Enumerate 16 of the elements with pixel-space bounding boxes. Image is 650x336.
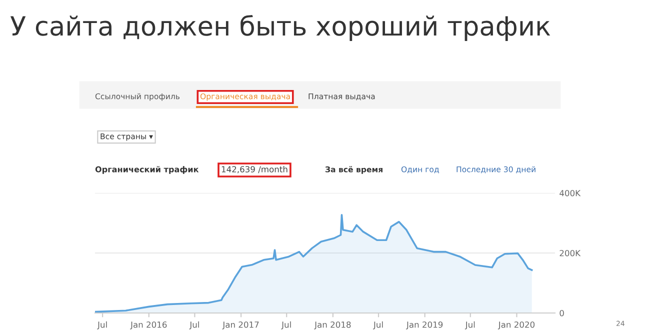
text: Органический трафик <box>95 166 199 174</box>
x-tick-label: Jul <box>97 321 107 330</box>
x-tick-label: Jul <box>281 321 291 330</box>
x-tick-label: Jul <box>464 321 475 330</box>
x-tick-label: Jan 2018 <box>314 321 351 330</box>
x-tick-label: Jul <box>373 321 383 330</box>
text: 142,639 /month <box>222 166 288 174</box>
x-tick-label: Jan 2020 <box>498 321 535 330</box>
y-tick-label: 0 <box>560 310 564 316</box>
y-tick-label: 400K <box>560 190 581 196</box>
x-tick-label: Jan 2016 <box>130 321 167 330</box>
y-tick-label: 200K <box>560 250 581 256</box>
x-tick-label: Jan 2019 <box>406 321 443 330</box>
x-tick-label: Jul <box>189 321 199 330</box>
x-tick-label: Jan 2017 <box>222 321 259 330</box>
chart-title: У сайта должен быть хороший трафик <box>10 15 550 41</box>
